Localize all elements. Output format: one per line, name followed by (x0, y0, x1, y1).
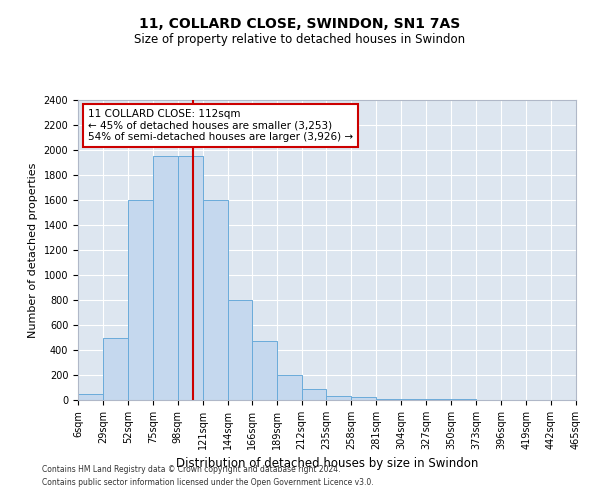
Bar (203, 200, 228, 400)
Bar (302, 389, 326, 400)
Bar (326, 396, 352, 400)
Text: Size of property relative to detached houses in Swindon: Size of property relative to detached ho… (134, 32, 466, 46)
Bar (376, 399, 401, 400)
Bar (128, 200, 153, 400)
Bar (251, 340, 277, 400)
Text: 11 COLLARD CLOSE: 112sqm
← 45% of detached houses are smaller (3,253)
54% of sem: 11 COLLARD CLOSE: 112sqm ← 45% of detach… (88, 109, 353, 142)
Text: Contains HM Land Registry data © Crown copyright and database right 2024.: Contains HM Land Registry data © Crown c… (42, 466, 341, 474)
Bar (277, 375, 302, 400)
Bar (178, 156, 203, 400)
Y-axis label: Number of detached properties: Number of detached properties (28, 162, 38, 338)
Bar (352, 397, 376, 400)
Text: 11, COLLARD CLOSE, SWINDON, SN1 7AS: 11, COLLARD CLOSE, SWINDON, SN1 7AS (139, 18, 461, 32)
Text: Contains public sector information licensed under the Open Government Licence v3: Contains public sector information licen… (42, 478, 374, 487)
Bar (78, 394, 103, 400)
Bar (153, 156, 178, 400)
Bar (228, 300, 251, 400)
Bar (103, 338, 128, 400)
X-axis label: Distribution of detached houses by size in Swindon: Distribution of detached houses by size … (176, 458, 478, 470)
